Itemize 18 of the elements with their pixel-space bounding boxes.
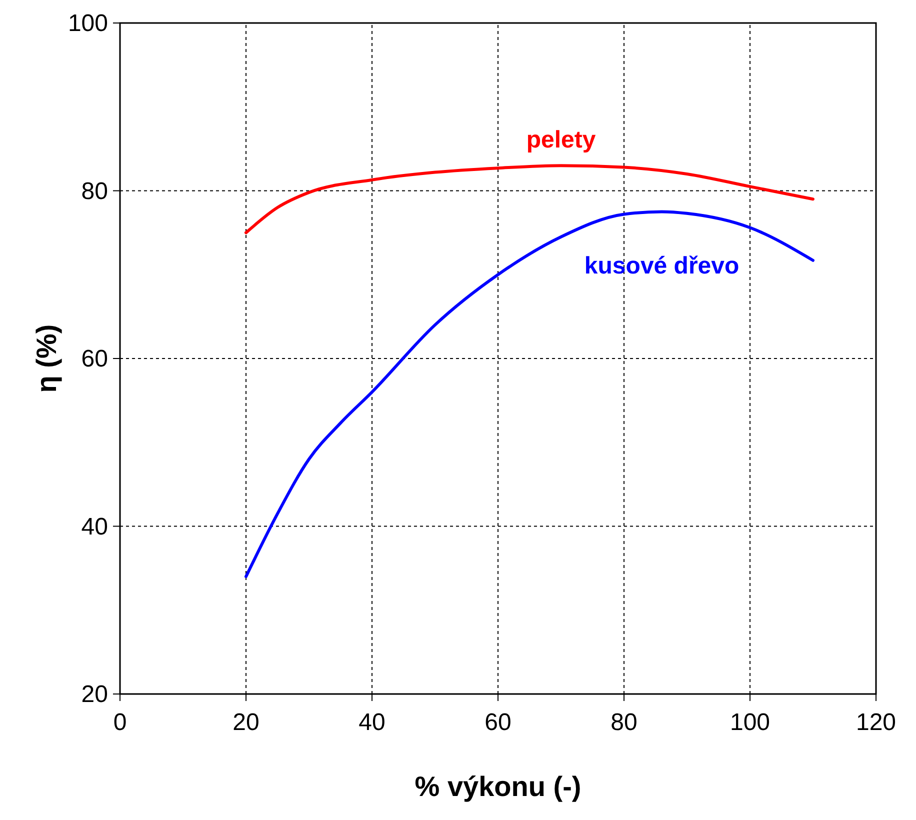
x-tick-label: 100 <box>730 709 770 736</box>
y-axis-title: η (%) <box>31 324 62 393</box>
series-label: pelety <box>526 126 596 154</box>
x-tick-label: 40 <box>358 709 386 736</box>
y-tick-label: 60 <box>81 346 108 372</box>
y-tick-label: 80 <box>81 178 108 205</box>
x-tick-label: 80 <box>610 709 638 736</box>
x-tick-label: 20 <box>232 709 260 736</box>
x-axis-title: % výkonu (-) <box>414 771 582 802</box>
y-tick-label: 40 <box>81 513 108 540</box>
y-tick-label: 100 <box>68 10 108 37</box>
x-tick-label: 60 <box>484 709 512 736</box>
x-tick-label: 120 <box>856 709 896 736</box>
line-series <box>244 164 814 234</box>
series-label: kusové dřevo <box>584 252 740 280</box>
x-tick-label: 0 <box>113 709 127 736</box>
y-tick-label: 20 <box>81 681 108 708</box>
line-series <box>244 210 814 578</box>
